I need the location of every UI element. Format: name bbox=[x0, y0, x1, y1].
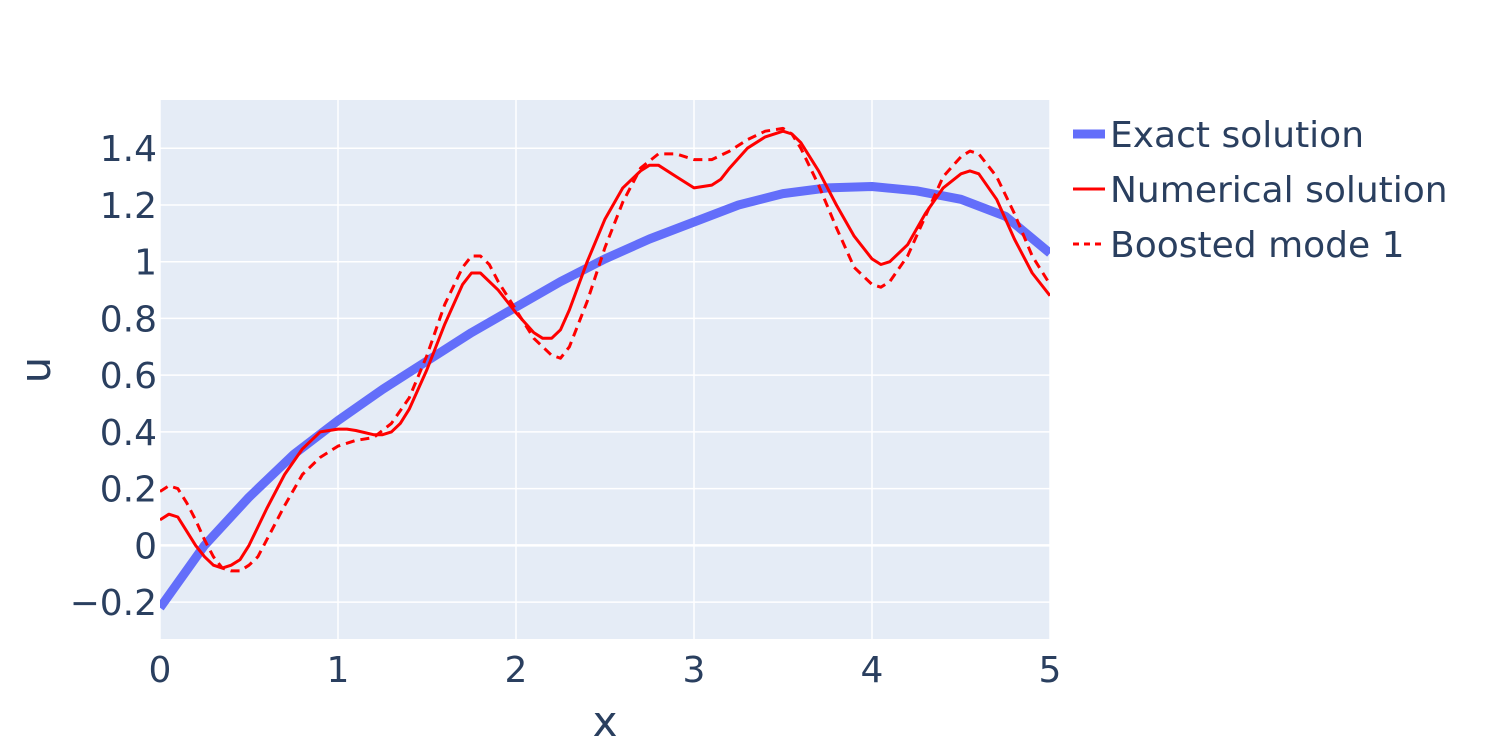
y-tick-label: 0.6 bbox=[100, 356, 157, 397]
series-layer bbox=[160, 126, 1050, 611]
y-tick-label: 0.2 bbox=[100, 470, 157, 511]
series-line-2 bbox=[160, 129, 1050, 570]
y-tick-label: 0.8 bbox=[100, 299, 157, 340]
y-tick-label: −0.2 bbox=[70, 583, 157, 624]
y-tick-label: 0.4 bbox=[100, 413, 157, 454]
y-tick-label: 1.2 bbox=[100, 186, 157, 227]
x-axis-title: x bbox=[593, 697, 618, 746]
legend-label: Boosted mode 1 bbox=[1110, 225, 1405, 266]
y-tick-label: 0 bbox=[134, 526, 157, 567]
y-tick-label: 1.4 bbox=[100, 129, 157, 170]
x-tick-label: 5 bbox=[1039, 650, 1062, 691]
x-tick-label: 0 bbox=[149, 650, 172, 691]
legend-label: Exact solution bbox=[1110, 115, 1364, 156]
x-axis-ticks: 0 1 2 3 4 5 bbox=[149, 650, 1062, 691]
plot-area-background bbox=[160, 100, 1050, 639]
series-line-3 bbox=[160, 126, 1050, 573]
y-axis-title: u bbox=[11, 357, 60, 384]
y-axis-ticks: −0.2 0 0.2 0.4 0.6 0.8 1 1.2 1.4 bbox=[70, 129, 157, 624]
legend-label: Numerical solution bbox=[1110, 170, 1448, 211]
legend: Exact solution Numerical solution Boosted … bbox=[1073, 115, 1448, 266]
x-tick-label: 4 bbox=[861, 650, 884, 691]
x-tick-label: 3 bbox=[683, 650, 706, 691]
y-tick-label: 1 bbox=[134, 243, 157, 284]
x-tick-label: 1 bbox=[327, 650, 350, 691]
x-tick-label: 2 bbox=[505, 650, 528, 691]
